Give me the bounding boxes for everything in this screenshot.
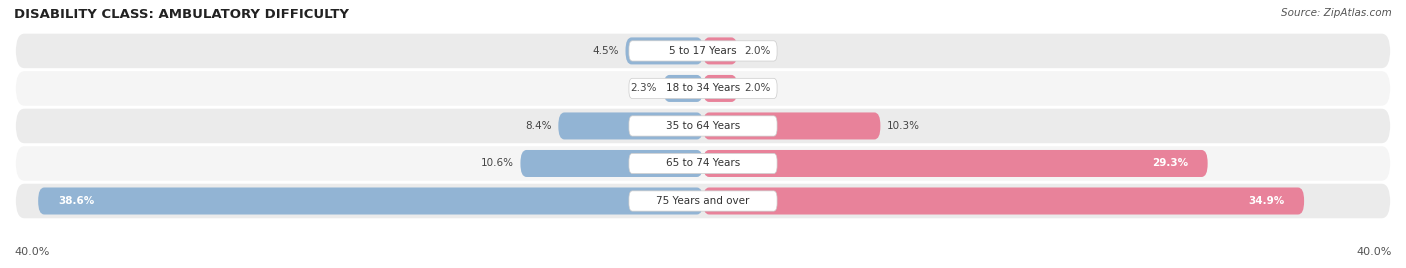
FancyBboxPatch shape xyxy=(15,71,1391,106)
FancyBboxPatch shape xyxy=(520,150,703,177)
FancyBboxPatch shape xyxy=(628,78,778,99)
Text: 5 to 17 Years: 5 to 17 Years xyxy=(669,46,737,56)
Text: 8.4%: 8.4% xyxy=(524,121,551,131)
Text: 38.6%: 38.6% xyxy=(58,196,94,206)
FancyBboxPatch shape xyxy=(626,38,703,64)
FancyBboxPatch shape xyxy=(628,191,778,211)
FancyBboxPatch shape xyxy=(703,75,738,102)
Text: 2.3%: 2.3% xyxy=(630,83,657,94)
Text: 2.0%: 2.0% xyxy=(744,46,770,56)
Text: 40.0%: 40.0% xyxy=(1357,247,1392,257)
FancyBboxPatch shape xyxy=(558,113,703,139)
Text: 2.0%: 2.0% xyxy=(744,83,770,94)
FancyBboxPatch shape xyxy=(628,41,778,61)
FancyBboxPatch shape xyxy=(15,184,1391,218)
Text: 18 to 34 Years: 18 to 34 Years xyxy=(666,83,740,94)
FancyBboxPatch shape xyxy=(15,34,1391,68)
FancyBboxPatch shape xyxy=(664,75,703,102)
Text: 4.5%: 4.5% xyxy=(592,46,619,56)
FancyBboxPatch shape xyxy=(15,109,1391,143)
Text: 10.6%: 10.6% xyxy=(481,158,513,169)
FancyBboxPatch shape xyxy=(703,188,1305,214)
Text: 65 to 74 Years: 65 to 74 Years xyxy=(666,158,740,169)
FancyBboxPatch shape xyxy=(38,188,703,214)
FancyBboxPatch shape xyxy=(628,116,778,136)
Text: 35 to 64 Years: 35 to 64 Years xyxy=(666,121,740,131)
Text: 29.3%: 29.3% xyxy=(1152,158,1188,169)
Text: DISABILITY CLASS: AMBULATORY DIFFICULTY: DISABILITY CLASS: AMBULATORY DIFFICULTY xyxy=(14,8,349,21)
FancyBboxPatch shape xyxy=(15,146,1391,181)
Text: 34.9%: 34.9% xyxy=(1249,196,1284,206)
FancyBboxPatch shape xyxy=(703,150,1208,177)
Text: 75 Years and over: 75 Years and over xyxy=(657,196,749,206)
FancyBboxPatch shape xyxy=(703,113,880,139)
FancyBboxPatch shape xyxy=(703,38,738,64)
Text: 10.3%: 10.3% xyxy=(887,121,921,131)
FancyBboxPatch shape xyxy=(628,153,778,174)
Text: Source: ZipAtlas.com: Source: ZipAtlas.com xyxy=(1281,8,1392,18)
Text: 40.0%: 40.0% xyxy=(14,247,49,257)
